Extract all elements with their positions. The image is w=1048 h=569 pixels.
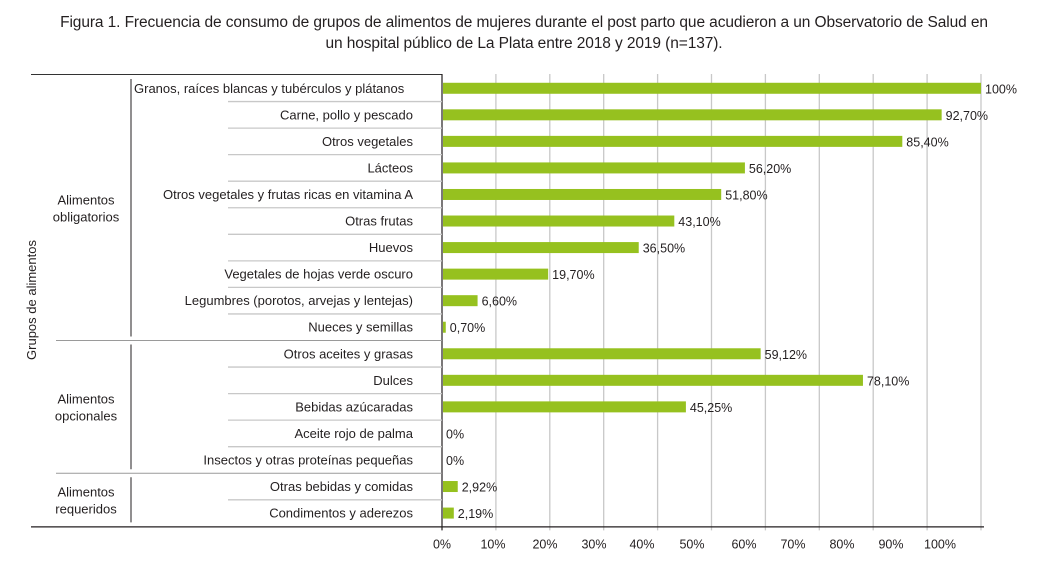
category-label: Lácteos <box>367 160 413 175</box>
data-label: 43,10% <box>678 215 720 229</box>
group-label: Alimentos <box>57 484 115 499</box>
x-tick-label: 60% <box>731 537 756 551</box>
x-tick-label: 90% <box>878 537 903 551</box>
data-label: 56,20% <box>749 162 791 176</box>
category-label: Carne, pollo y pescado <box>280 107 413 122</box>
category-label: Insectos y otras proteínas pequeñas <box>203 452 413 467</box>
category-label: Nueces y semillas <box>308 320 413 335</box>
x-axis-ticks: 0% 10% 20% 30% 40% 50% 60% 70% 80% 90% 100% <box>433 537 956 551</box>
bar <box>443 135 903 147</box>
chart-title-line-2: un hospital público de La Plata entre 20… <box>325 35 723 52</box>
bar <box>443 188 722 200</box>
category-label: Granos, raíces blancas y tubérculos y pl… <box>134 81 405 96</box>
bar <box>443 162 745 174</box>
x-tick-label: 100% <box>924 537 956 551</box>
bar <box>443 109 942 121</box>
y-axis-title: Grupos de alimentos <box>24 240 39 360</box>
group-labels: Alimentos obligatorios Alimentos opcionales… <box>53 79 132 523</box>
x-tick-label: 0% <box>433 537 451 551</box>
category-label: Otras bebidas y comidas <box>270 479 414 494</box>
bar <box>443 268 549 280</box>
data-label: 51,80% <box>725 188 767 202</box>
category-label: Dulces <box>373 373 413 388</box>
chart-frame <box>31 74 984 531</box>
group-label: opcionales <box>55 408 118 423</box>
data-label: 6,60% <box>482 295 517 309</box>
bar <box>443 321 446 333</box>
data-label: 2,92% <box>462 481 497 495</box>
category-label: Otros aceites y grasas <box>284 346 414 361</box>
bar <box>443 82 981 94</box>
category-label: Aceite rojo de palma <box>294 426 413 441</box>
x-tick-label: 40% <box>629 537 654 551</box>
bar <box>443 242 639 254</box>
bar <box>443 401 686 413</box>
data-label: 2,19% <box>458 507 493 521</box>
category-label: Bebidas azúcaradas <box>295 399 413 414</box>
category-label: Otros vegetales y frutas ricas en vitami… <box>163 187 413 202</box>
bar <box>443 481 458 493</box>
data-label: 0,70% <box>450 321 485 335</box>
data-label: 59,12% <box>765 348 807 362</box>
chart-title-line-1: Figura 1. Frecuencia de consumo de grupo… <box>60 14 988 31</box>
group-label: Alimentos <box>57 391 115 406</box>
data-label: 100% <box>985 82 1017 96</box>
category-label: Vegetales de hojas verde oscuro <box>224 267 413 282</box>
data-label: 0% <box>446 454 464 468</box>
data-label: 0% <box>446 427 464 441</box>
x-tick-label: 50% <box>679 537 704 551</box>
data-label: 19,70% <box>552 268 594 282</box>
category-label: Legumbres (porotos, arvejas y lentejas) <box>185 293 413 308</box>
bar <box>443 507 454 519</box>
group-label: obligatorios <box>53 209 120 224</box>
bars: 100% 92,70% 85,40% 56,20% 51,80% 43,10% 36,50%… <box>443 82 1017 521</box>
category-label: Otros vegetales <box>322 134 414 149</box>
group-label: requeridos <box>55 501 117 516</box>
x-tick-label: 10% <box>480 537 505 551</box>
x-tick-label: 20% <box>532 537 557 551</box>
gridlines <box>495 74 982 531</box>
data-label: 78,10% <box>867 374 909 388</box>
x-tick-label: 30% <box>581 537 606 551</box>
x-tick-label: 70% <box>780 537 805 551</box>
data-label: 85,40% <box>906 135 948 149</box>
x-tick-label: 80% <box>829 537 854 551</box>
bar <box>443 215 675 227</box>
data-label: 92,70% <box>946 109 988 123</box>
category-label: Condimentos y aderezos <box>269 506 413 521</box>
bar <box>443 295 478 307</box>
data-label: 45,25% <box>690 401 732 415</box>
bar <box>443 348 761 360</box>
bar <box>443 374 863 386</box>
category-label: Otras frutas <box>345 214 413 229</box>
group-label: Alimentos <box>57 192 115 207</box>
category-labels: Granos, raíces blancas y tubérculos y pl… <box>134 81 414 521</box>
category-label: Huevos <box>369 240 414 255</box>
chart-title: Figura 1. Frecuencia de consumo de grupo… <box>0 12 1048 54</box>
data-label: 36,50% <box>643 242 685 256</box>
